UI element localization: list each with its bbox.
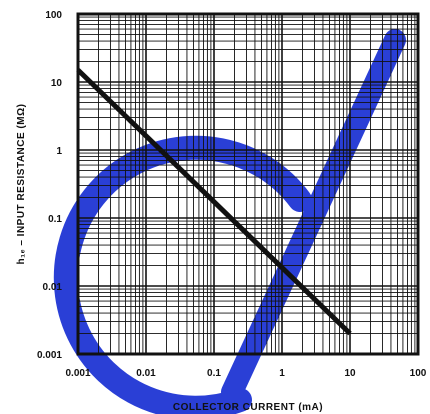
y-tick-label: 1 <box>56 146 62 157</box>
plot-frame <box>76 12 420 356</box>
x-tick-label: 10 <box>344 368 356 379</box>
series-layer <box>76 68 352 336</box>
y-axis-label: h₁ₑ – INPUT RESISTANCE (MΩ) <box>16 104 27 265</box>
y-tick-label: 10 <box>51 78 63 89</box>
x-tick-labels: 0.001 0.01 0.1 1 10 100 <box>65 368 426 379</box>
x-tick-label: 0.01 <box>136 368 156 379</box>
y-tick-label: 0.001 <box>37 350 62 361</box>
x-axis-label: COLLECTOR CURRENT (mA) <box>173 402 323 413</box>
series-line-0 <box>76 68 352 336</box>
y-tick-labels: 0.001 0.01 0.1 1 10 100 <box>37 10 62 361</box>
grid <box>78 14 418 354</box>
x-tick-label: 0.1 <box>207 368 221 379</box>
x-tick-label: 0.001 <box>65 368 90 379</box>
watermark-arc <box>53 135 312 414</box>
x-tick-label: 1 <box>279 368 285 379</box>
x-tick-label: 100 <box>410 368 427 379</box>
y-tick-label: 0.1 <box>48 214 62 225</box>
y-tick-label: 100 <box>45 10 62 21</box>
y-tick-label: 0.01 <box>43 282 63 293</box>
